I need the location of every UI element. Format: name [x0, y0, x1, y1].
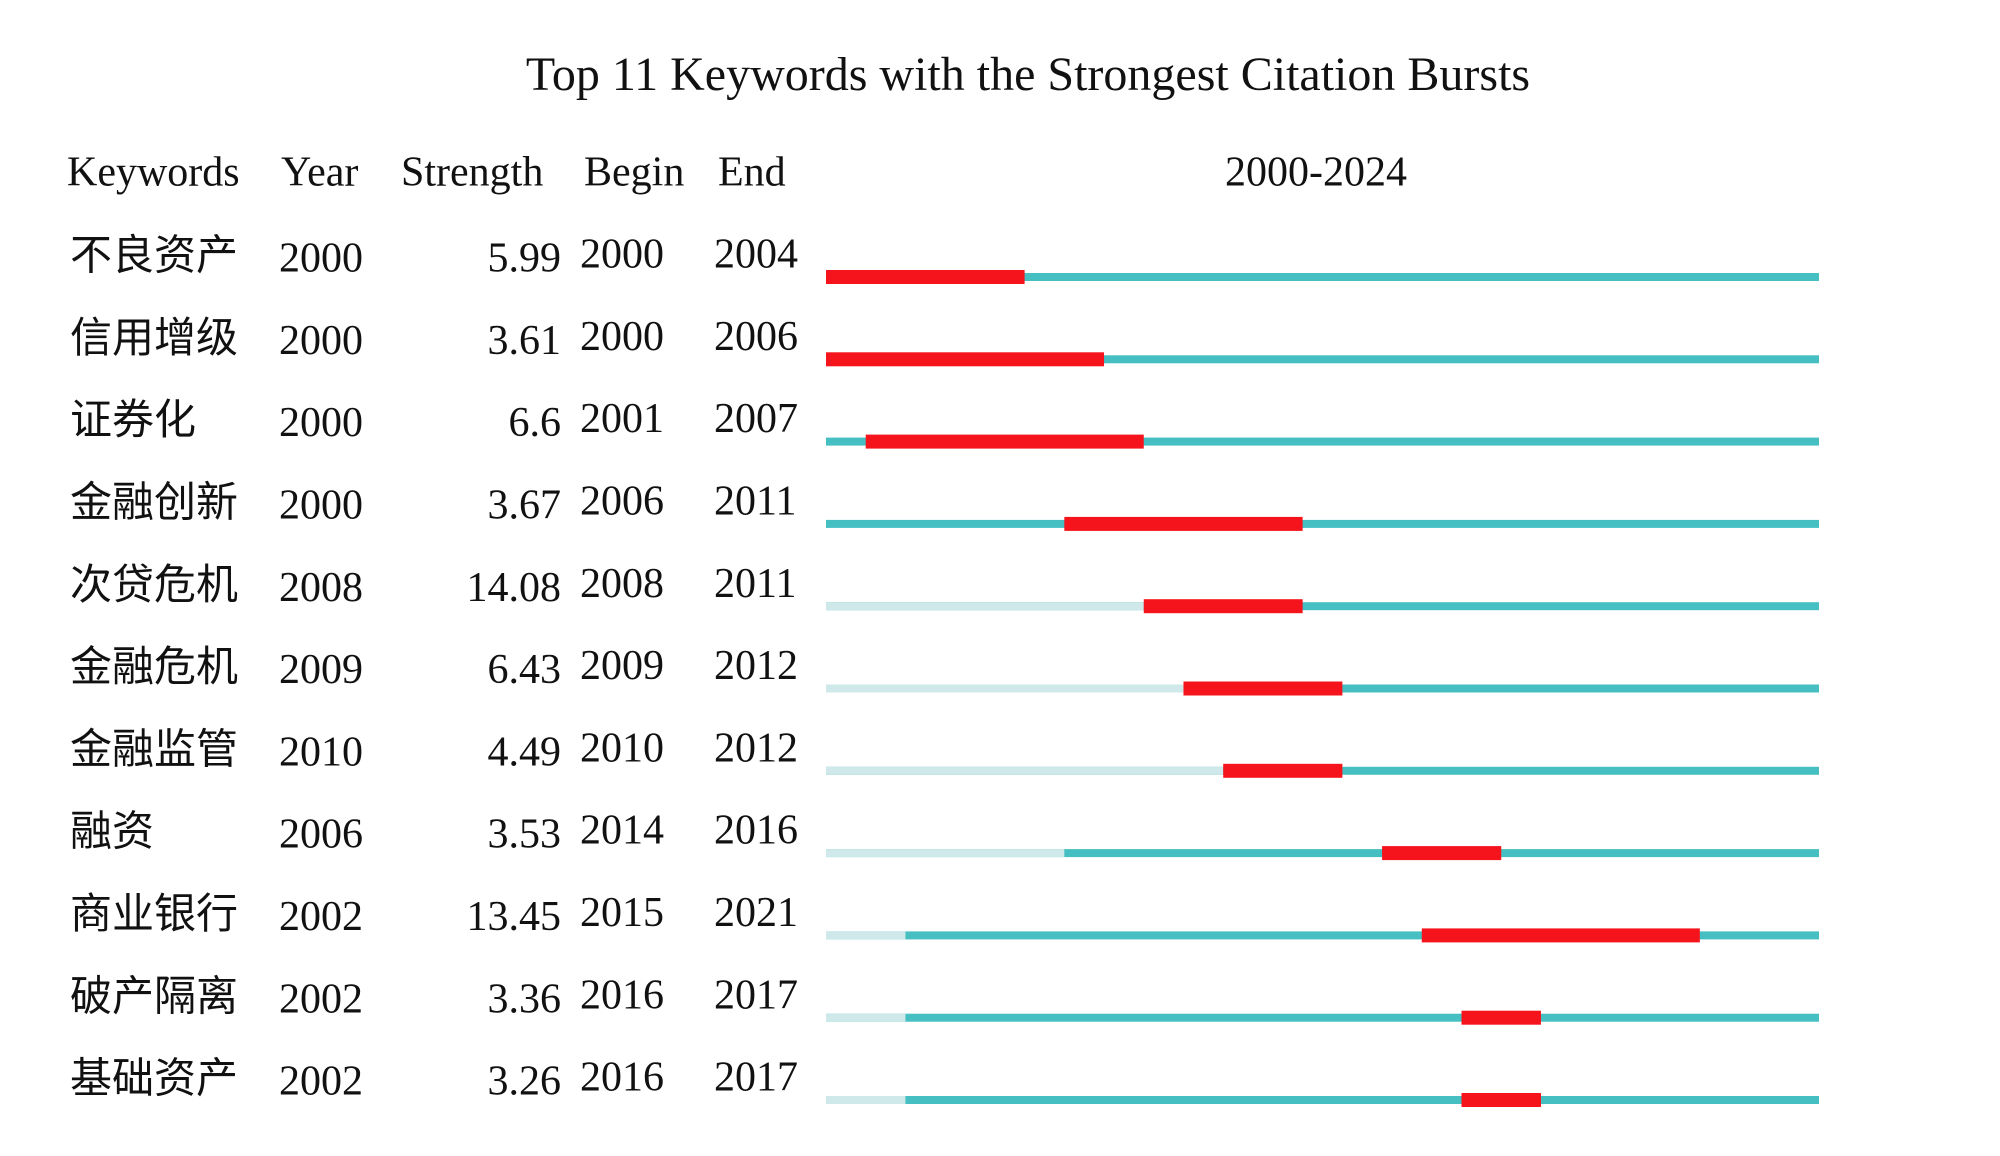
burst-bar: [1223, 763, 1343, 778]
year: 2000: [279, 483, 363, 529]
inactive-span: [826, 602, 1144, 611]
keyword: 金融危机: [70, 644, 238, 691]
begin: 2010: [580, 725, 664, 771]
timeline: [826, 931, 1819, 940]
column-header: Begin: [584, 150, 684, 196]
end: 2011: [714, 561, 796, 607]
end: 2012: [714, 725, 798, 771]
begin: 2000: [580, 232, 664, 278]
strength: 14.08: [467, 565, 562, 611]
timeline: [826, 1013, 1819, 1022]
end: 2016: [714, 808, 798, 854]
timeline: [826, 273, 1819, 281]
strength: 3.67: [488, 483, 562, 529]
end: 2007: [714, 396, 798, 442]
strength: 3.53: [488, 812, 562, 858]
year: 2002: [279, 1059, 363, 1105]
year: 2006: [279, 812, 363, 858]
keyword: 金融创新: [70, 480, 238, 527]
keyword: 融资: [70, 810, 154, 856]
begin: 2006: [580, 479, 664, 525]
burst-bar: [1421, 928, 1700, 943]
begin: 2001: [580, 396, 664, 442]
begin: 2015: [580, 890, 664, 936]
year: 2002: [279, 976, 363, 1022]
burst-bar: [1382, 846, 1502, 861]
strength: 13.45: [467, 894, 562, 940]
end: 2006: [714, 314, 798, 360]
begin: 2000: [580, 314, 664, 360]
year: 2008: [279, 565, 363, 611]
burst-bar: [1461, 1093, 1541, 1107]
column-header: End: [718, 150, 786, 196]
end: 2021: [714, 890, 798, 936]
inactive-span: [826, 684, 1184, 693]
strength: 3.26: [488, 1059, 562, 1105]
strength: 3.61: [488, 318, 562, 364]
timeline: [826, 437, 1819, 446]
begin: 2016: [580, 1055, 664, 1101]
keyword: 商业银行: [70, 892, 238, 938]
keyword: 次贷危机: [70, 563, 238, 609]
inactive-span: [826, 849, 1065, 858]
keyword: 金融监管: [70, 726, 238, 773]
burst-bar: [1461, 1010, 1541, 1025]
inactive-span: [826, 931, 906, 940]
burst-bar: [1183, 681, 1343, 696]
burst-bar: [826, 352, 1105, 367]
strength: 6.6: [509, 400, 562, 446]
timeline: [826, 1096, 1819, 1104]
timeline: [826, 519, 1819, 528]
keyword: 不良资产: [70, 233, 238, 280]
column-header: Year: [281, 150, 358, 196]
end: 2011: [714, 479, 796, 525]
keyword: 证券化: [70, 398, 196, 444]
year: 2000: [279, 236, 363, 282]
burst-bar: [1143, 599, 1303, 614]
burst-bar: [826, 270, 1025, 284]
begin: 2016: [580, 972, 664, 1018]
range-label: 2000-2024: [1225, 150, 1407, 196]
keyword: 破产隔离: [70, 973, 238, 1020]
strength: 5.99: [488, 236, 562, 282]
strength: 3.36: [488, 976, 562, 1022]
inactive-span: [826, 766, 1224, 775]
end: 2012: [714, 643, 798, 689]
timeline: [826, 355, 1819, 364]
keyword: 基础资产: [70, 1057, 238, 1103]
strength: 4.49: [488, 729, 562, 775]
end: 2017: [714, 972, 798, 1018]
strength: 6.43: [488, 647, 562, 693]
begin: 2008: [580, 561, 664, 607]
chart-title: Top 11 Keywords with the Strongest Citat…: [526, 48, 1530, 101]
column-header: Keywords: [67, 150, 240, 196]
timeline: [826, 849, 1819, 858]
keyword: 信用增级: [70, 316, 238, 362]
timeline: [826, 602, 1819, 611]
burst-bar: [865, 434, 1144, 449]
year: 2000: [279, 318, 363, 364]
end: 2017: [714, 1055, 798, 1101]
end: 2004: [714, 232, 798, 278]
inactive-span: [826, 1096, 906, 1104]
begin: 2014: [580, 808, 664, 854]
year: 2000: [279, 400, 363, 446]
year: 2009: [279, 647, 363, 693]
year: 2002: [279, 894, 363, 940]
inactive-span: [826, 1013, 906, 1022]
begin: 2009: [580, 643, 664, 689]
year: 2010: [279, 729, 363, 775]
burst-bar: [1064, 516, 1303, 531]
column-header: Strength: [401, 150, 543, 196]
